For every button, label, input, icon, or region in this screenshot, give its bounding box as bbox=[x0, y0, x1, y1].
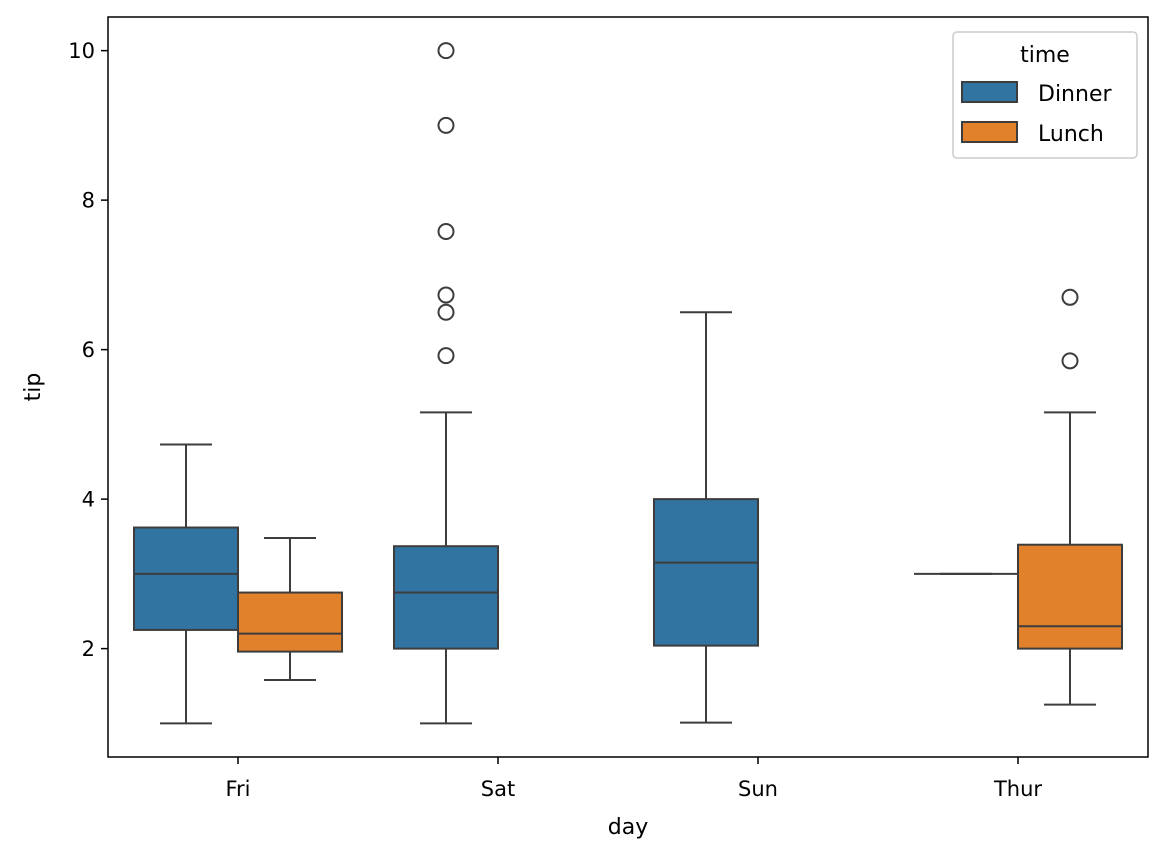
outlier-point bbox=[437, 116, 455, 134]
legend-swatch-lunch bbox=[961, 121, 1018, 143]
x-axis-label: day bbox=[608, 815, 648, 840]
box-dinner-sat bbox=[393, 42, 499, 725]
y-tick-label: 4 bbox=[82, 488, 95, 512]
outlier-point bbox=[437, 42, 455, 60]
box-dinner-sun bbox=[653, 311, 759, 724]
x-tick-label: Fri bbox=[225, 777, 250, 801]
outlier-point bbox=[437, 303, 455, 321]
axes: 2 4 6 8 10 Fri Sat Sun Thur bbox=[68, 16, 1149, 801]
axes-frame bbox=[107, 16, 1149, 758]
legend-label-dinner: Dinner bbox=[1038, 82, 1112, 107]
box-body bbox=[653, 498, 759, 647]
legend-entries: Dinner Lunch bbox=[961, 81, 1112, 147]
outlier-point bbox=[437, 286, 455, 304]
box-body bbox=[237, 591, 343, 653]
box-lunch-fri bbox=[237, 536, 343, 682]
box-lunch-thur bbox=[1017, 288, 1123, 706]
x-tick-label: Sun bbox=[738, 777, 778, 801]
x-tick-label: Thur bbox=[993, 777, 1042, 801]
y-tick-label: 6 bbox=[82, 338, 95, 362]
outlier-point bbox=[1061, 352, 1079, 370]
y-tick-label: 8 bbox=[82, 189, 95, 213]
legend-title: time bbox=[1020, 43, 1070, 68]
box-body bbox=[393, 545, 499, 650]
legend-label-lunch: Lunch bbox=[1038, 122, 1104, 147]
y-axis-label: tip bbox=[21, 373, 46, 402]
box-dinner-fri bbox=[133, 443, 239, 725]
legend: time Dinner Lunch bbox=[952, 31, 1138, 159]
outlier-point bbox=[437, 347, 455, 365]
box-body bbox=[1017, 543, 1123, 650]
x-tick-label: Sat bbox=[481, 777, 515, 801]
y-tick-label: 2 bbox=[82, 637, 95, 661]
box-body bbox=[133, 526, 239, 631]
legend-swatch-dinner bbox=[961, 81, 1018, 103]
plot-area bbox=[133, 42, 1123, 725]
outlier-point bbox=[1061, 288, 1079, 306]
outlier-point bbox=[437, 223, 455, 241]
y-tick-label: 10 bbox=[68, 39, 95, 63]
